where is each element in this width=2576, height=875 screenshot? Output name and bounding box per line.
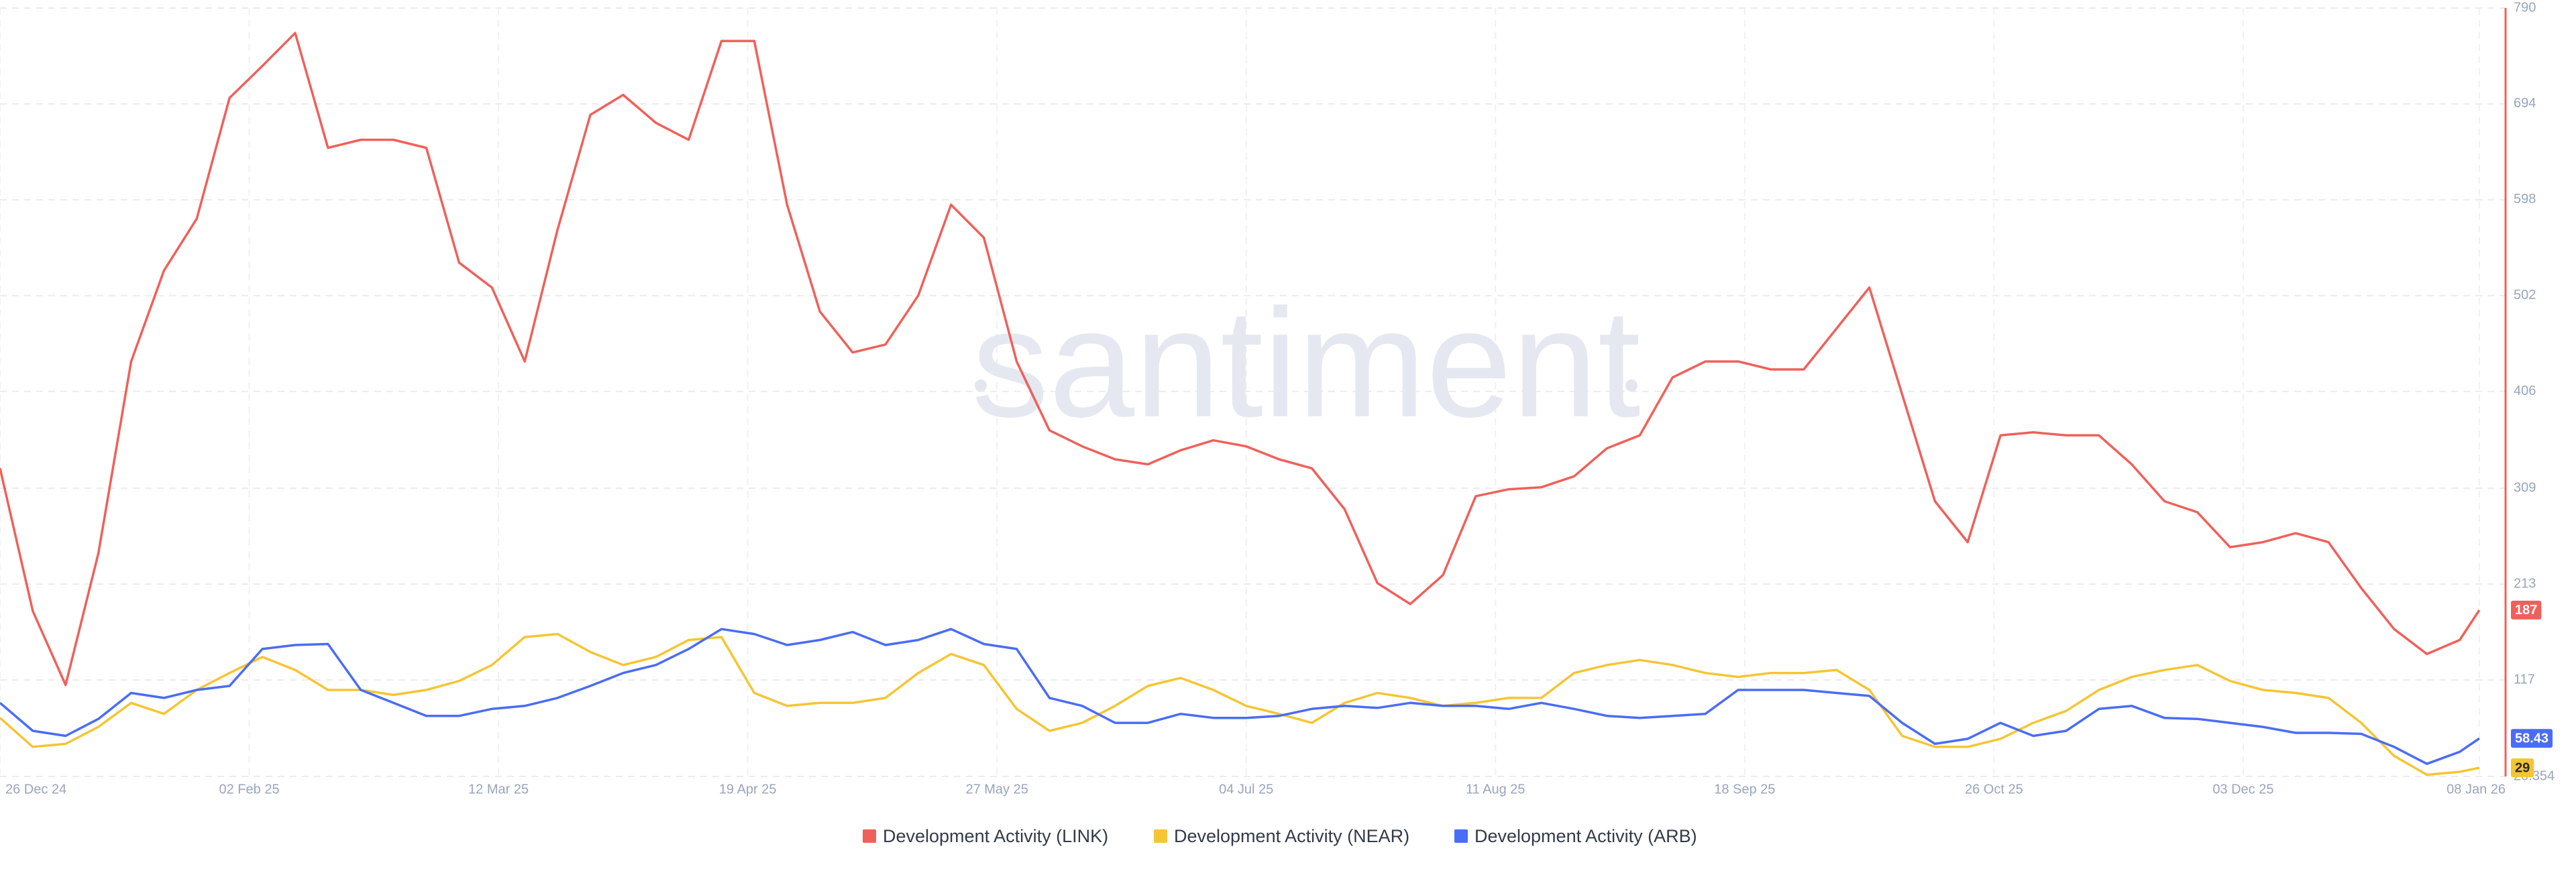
- x-tick-label: 02 Feb 25: [219, 782, 280, 797]
- x-tick-label: 18 Sep 25: [1714, 782, 1775, 797]
- legend-label: Development Activity (ARB): [1474, 826, 1697, 846]
- series-line: [0, 32, 2481, 687]
- series-line: [0, 628, 2480, 765]
- y-tick-label: 117: [2514, 672, 2535, 687]
- legend-label: Development Activity (NEAR): [1174, 826, 1409, 846]
- x-tick-label: 27 May 25: [965, 782, 1028, 797]
- x-tick-label: 04 Jul 25: [1219, 782, 1273, 797]
- last-value-badge: [2511, 729, 2553, 748]
- legend: Development Activity (LINK) Development A…: [863, 826, 1697, 846]
- legend-label: Development Activity (LINK): [883, 826, 1108, 846]
- last-value-badge: [2511, 758, 2534, 778]
- x-tick-label: 26 Dec 24: [5, 782, 66, 797]
- last-value-badge: [2511, 600, 2542, 620]
- y-tick-label: 790: [2514, 0, 2536, 15]
- watermark: santiment: [971, 277, 1640, 449]
- y-tick-label: 598: [2514, 192, 2536, 207]
- x-tick-label: 08 Jan 26: [2447, 782, 2506, 797]
- x-tick-label: 12 Mar 25: [468, 782, 529, 797]
- series-line: [0, 632, 2480, 776]
- legend-swatch: [863, 829, 876, 843]
- watermark-text: santiment: [971, 277, 1640, 449]
- y-tick-label: 213: [2514, 576, 2536, 591]
- last-value-label: 29: [2515, 760, 2530, 775]
- y-tick-label: 406: [2514, 384, 2536, 398]
- grid: [0, 7, 2506, 777]
- y-tick-label: 502: [2514, 288, 2536, 302]
- watermark-dot: [975, 380, 987, 392]
- x-tick-label: 11 Aug 25: [1466, 782, 1525, 797]
- y-tick-label: 694: [2514, 96, 2536, 111]
- watermark-dot: [1625, 380, 1638, 392]
- x-tick-label: 26 Oct 25: [1965, 782, 2023, 797]
- legend-swatch: [1154, 829, 1167, 843]
- y-tick-label: 309: [2514, 480, 2536, 495]
- last-value-label: 187: [2515, 603, 2537, 618]
- last-value-label: 58.43: [2515, 732, 2548, 746]
- legend-swatch: [1454, 829, 1468, 843]
- x-tick-label: 03 Dec 25: [2212, 782, 2273, 797]
- x-tick-label: 19 Apr 25: [719, 782, 777, 797]
- lines: [0, 32, 2481, 776]
